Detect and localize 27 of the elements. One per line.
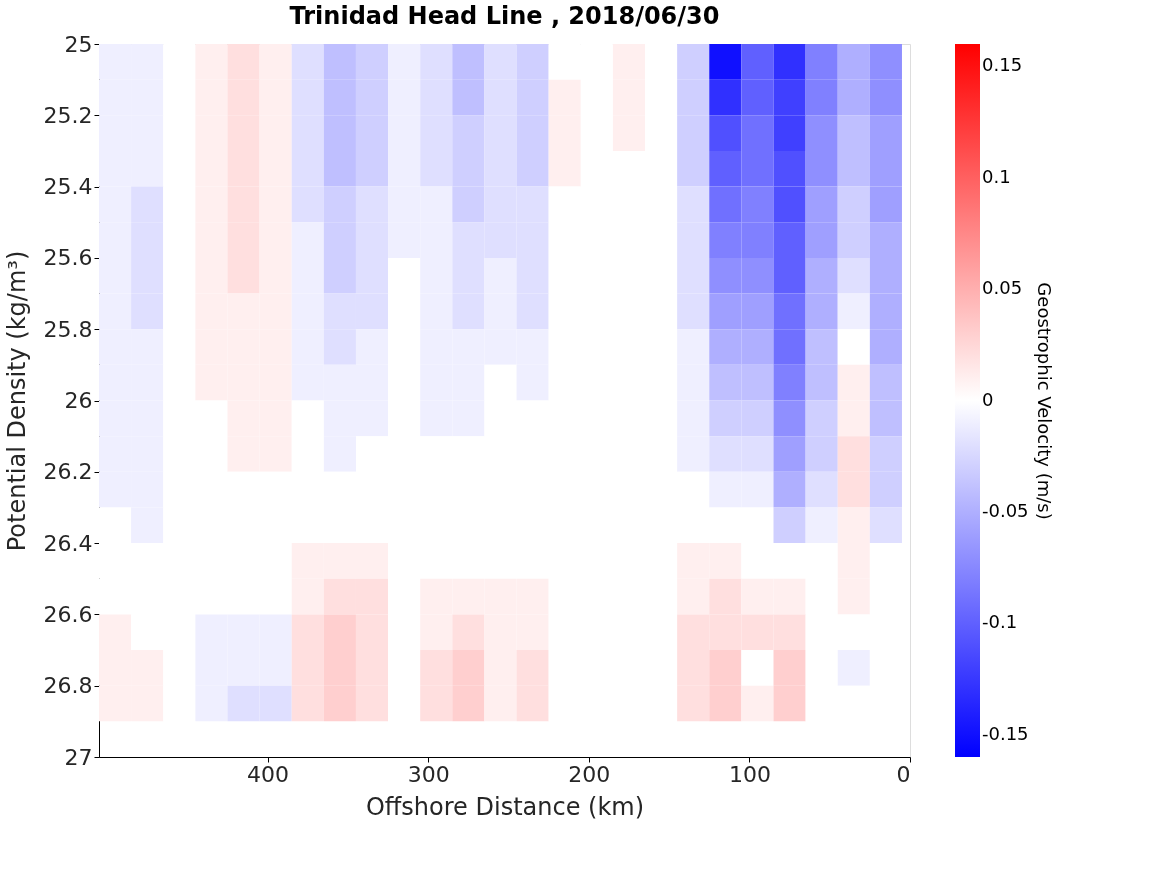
color-bar-label: -0.15	[982, 722, 1029, 744]
y-tick-label: 26.6	[43, 601, 93, 627]
y-axis-title: Potential Density (kg/m³)	[2, 250, 31, 552]
color-bar-title: Geostrophic Velocity (m/s)	[1034, 282, 1055, 520]
color-bar-label: 0	[982, 388, 994, 410]
color-bar-label: -0.05	[982, 499, 1029, 521]
x-axis-title: Offshore Distance (km)	[365, 792, 645, 821]
x-tick-label: 300	[407, 761, 450, 787]
chart-title: Trinidad Head Line , 2018/06/30	[289, 2, 720, 30]
x-tick-label: 400	[247, 761, 290, 787]
color-bar-label: 0.15	[982, 54, 1023, 76]
color-bar-label: -0.1	[982, 611, 1018, 633]
y-tick-label: 25.8	[43, 316, 93, 342]
y-tick-label: 25.6	[43, 245, 93, 271]
color-bar-label: 0.1	[982, 165, 1011, 187]
y-tick-label: 25.2	[43, 102, 93, 128]
y-tick-label: 25	[64, 31, 93, 57]
y-tick-label: 26.2	[43, 459, 93, 485]
x-tick-label: 0	[896, 761, 911, 787]
y-tick-label: 26.4	[43, 530, 93, 556]
y-tick-label: 26.8	[43, 673, 93, 699]
x-tick-label: 200	[568, 761, 611, 787]
x-tick-label: 100	[728, 761, 771, 787]
y-tick-label: 27	[64, 744, 93, 770]
y-tick-label: 26	[64, 388, 93, 413]
color-bar-label: 0.05	[982, 277, 1023, 299]
y-tick-label: 25.4	[43, 174, 93, 200]
